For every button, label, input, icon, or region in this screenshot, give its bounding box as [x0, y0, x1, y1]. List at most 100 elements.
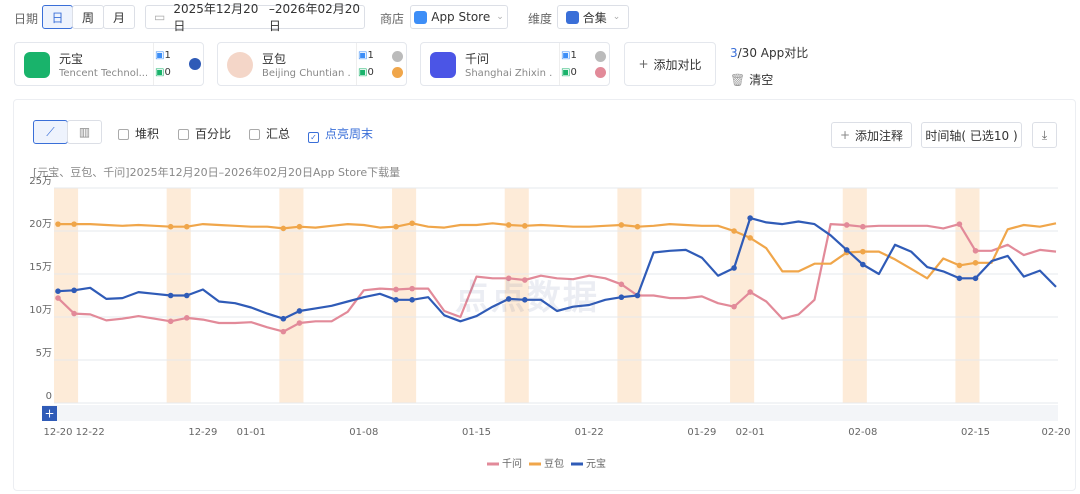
store-icon [414, 10, 428, 24]
data-point [522, 297, 528, 303]
data-point [860, 261, 866, 268]
data-point [860, 223, 866, 230]
y-tick-label: 5万 [36, 348, 52, 359]
app-count-a: ▣1 [358, 50, 374, 61]
app-color-dot [595, 67, 606, 78]
remove-app[interactable] [392, 51, 403, 62]
add-note[interactable]: + 添加注释 [831, 122, 912, 148]
clear-button[interactable]: 🗑 清空 [730, 73, 774, 87]
data-point [296, 320, 303, 326]
app-count-a: ▣1 [561, 50, 577, 61]
data-point [505, 296, 512, 302]
y-tick-label: 10万 [29, 305, 52, 316]
x-tick-label: 01-22 [575, 427, 604, 438]
x-tick-label: 02-15 [961, 427, 990, 438]
y-tick-label: 15万 [29, 262, 52, 273]
x-tick-label: 02-20 [1041, 427, 1070, 438]
watermark: 点点数据 [455, 278, 599, 318]
app-name: 元宝 [59, 52, 84, 66]
x-tick-label: 02-08 [848, 427, 877, 438]
app-company: Tencent Technol... [59, 68, 147, 79]
slider-plus: + [44, 407, 54, 421]
weekend-band [730, 188, 755, 403]
option-weekend[interactable]: ✓ 点亮周末 [308, 125, 373, 143]
app-color-dot [392, 67, 403, 78]
data-point [634, 292, 641, 299]
series-line [57, 217, 1057, 323]
data-point [505, 222, 512, 228]
data-point [71, 221, 77, 227]
dimension-icon [565, 10, 579, 24]
y-tick-label: 20万 [29, 219, 52, 230]
option-percent[interactable]: 百分比 [178, 125, 231, 142]
x-tick-label: 01-01 [237, 427, 266, 438]
data-point [747, 215, 753, 221]
weekend-band [955, 188, 980, 403]
time-slider[interactable] [42, 405, 1058, 421]
timeline-button[interactable]: 时间轴( 已选10 ) [921, 122, 1022, 148]
data-point [972, 260, 979, 266]
data-point [393, 223, 399, 230]
date-range[interactable]: ▭ 2025年12月20日 –2026年02月20日 [145, 2, 365, 33]
store-value: App Store [431, 10, 491, 24]
data-point [956, 221, 963, 227]
app-icon [227, 52, 253, 78]
data-point [183, 292, 190, 299]
app-card[interactable]: 豆包 Beijing Chuntian ... ▣1 ▣0 [217, 42, 407, 86]
app-card[interactable]: 元宝 Tencent Technol... ▣1 ▣0 [14, 42, 204, 86]
data-point [731, 265, 737, 271]
date-end: –2026年02月20日 [268, 2, 360, 33]
data-point [956, 262, 963, 269]
chart-panel [13, 99, 1076, 491]
data-point [55, 295, 61, 301]
app-name: 千问 [465, 52, 490, 66]
data-point [634, 223, 641, 230]
x-tick-label: 12-22 [76, 427, 105, 438]
weekend-band [392, 188, 417, 403]
data-point [731, 228, 737, 234]
dimension-select[interactable]: 合集 ⌄ [557, 5, 629, 29]
app-count-b: ▣0 [155, 67, 171, 78]
data-point [747, 235, 753, 241]
slider-handle[interactable] [42, 406, 57, 421]
y-tick-label: 25万 [29, 176, 52, 187]
calendar-icon: ▭ [154, 10, 166, 24]
store-select[interactable]: App Store ⌄ [410, 5, 508, 29]
option-sum[interactable]: 汇总 [249, 125, 290, 142]
data-point [409, 285, 415, 292]
data-point [167, 318, 174, 325]
x-tick-label: 12-20 [43, 427, 72, 438]
data-point [505, 275, 512, 282]
y-tick-label: 0 [46, 391, 52, 402]
data-point [731, 303, 737, 310]
app-company: Shanghai Zhixin ... [465, 68, 553, 79]
app-card[interactable]: 千问 Shanghai Zhixin ... ▣1 ▣0 [420, 42, 610, 86]
data-point [522, 277, 528, 283]
chart-subtitle: [元宝、豆包、千问]2025年12月20日–2026年02月20日App Sto… [33, 166, 401, 179]
data-point [296, 223, 303, 230]
data-point [280, 328, 287, 335]
add-compare[interactable]: + 添加对比 [624, 42, 716, 86]
app-color-dot [189, 58, 201, 70]
data-point [860, 248, 866, 255]
option-stack[interactable]: 堆积 [118, 125, 159, 142]
date-start: 2025年12月20日 [173, 2, 259, 33]
data-point [55, 288, 61, 295]
date-label: 日期 [14, 12, 39, 26]
data-point [972, 247, 979, 254]
data-point [618, 281, 625, 288]
data-point [71, 287, 77, 294]
data-point [618, 222, 625, 228]
data-point [409, 220, 415, 227]
remove-app[interactable] [595, 51, 606, 62]
legend-label: 千问 [502, 457, 522, 470]
data-point [183, 223, 190, 230]
data-point [393, 297, 399, 303]
weekend-band [842, 188, 867, 403]
data-point [409, 297, 415, 303]
download-button[interactable]: ⤓ [1032, 122, 1057, 148]
bar-chart-toggle[interactable]: ▥ [67, 120, 102, 144]
period-month[interactable]: 月 [103, 5, 135, 29]
